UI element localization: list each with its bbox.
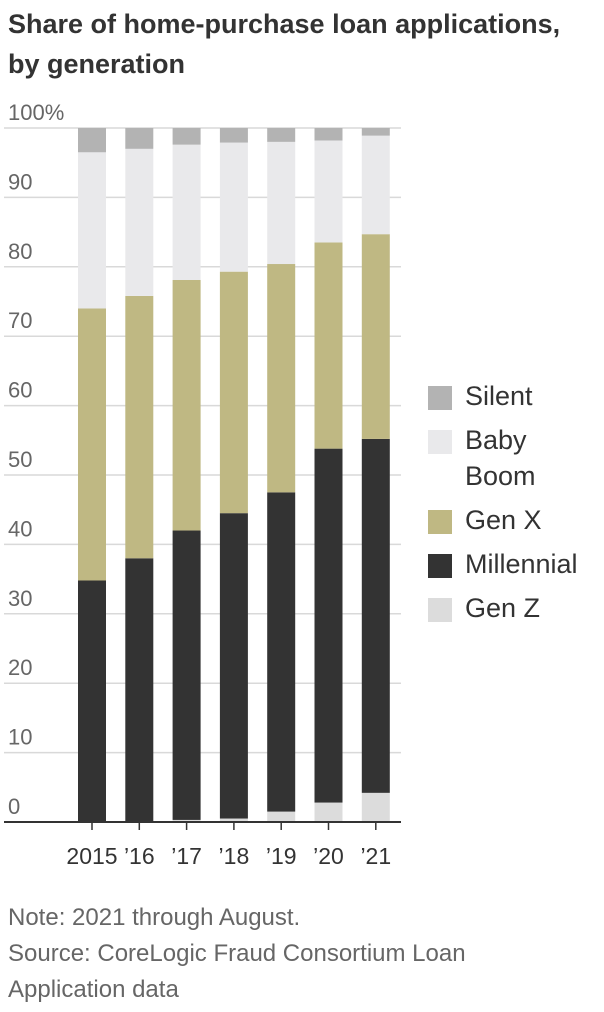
bar-segment-gen-x: [78, 308, 106, 581]
legend-label-line: Baby: [465, 425, 527, 455]
bar-segment-silent: [314, 128, 343, 141]
chart-title-line-2: by generation: [8, 49, 186, 79]
x-tick-label: ’16: [124, 843, 155, 869]
bar-segment-millennial: [125, 558, 154, 822]
bar-segment-baby-boom: [78, 152, 106, 309]
y-tick-label: 10: [8, 725, 32, 750]
bar-segment-silent: [172, 128, 201, 145]
legend-label: Millennial: [465, 546, 595, 582]
y-tick-label: 40: [8, 516, 32, 541]
bar-segment-millennial: [267, 492, 296, 812]
bar-segment-silent: [219, 128, 248, 143]
legend-item-silent: Silent: [428, 378, 598, 414]
legend-label: Baby Boom: [465, 422, 595, 494]
bar-segment-millennial: [361, 438, 390, 793]
bar-segment-millennial: [314, 448, 343, 803]
bar-segment-baby-boom: [219, 142, 248, 272]
y-tick-label: 20: [8, 655, 32, 680]
legend-label: Gen Z: [465, 590, 595, 626]
legend-item-gen-z: Gen Z: [428, 590, 598, 626]
bar-segment-baby-boom: [361, 135, 390, 235]
bar-segment-silent: [361, 128, 390, 136]
legend-label: Gen X: [465, 502, 595, 538]
y-tick-label: 80: [8, 239, 32, 264]
bar-segment-silent: [267, 128, 296, 142]
bar-segment-gen-x: [361, 234, 390, 439]
stacked-bar-chart: 0 10 20 30 40 50 60 70 80 90 100% 2015 ’16 ’17 ’18 ’19 ’…: [4, 100, 401, 869]
y-tick-label: 100%: [8, 100, 64, 125]
chart-title: Share of home-purchase loan applications…: [8, 4, 598, 84]
legend-label-line: Gen Z: [465, 593, 541, 623]
bar-segment-gen-z: [219, 818, 248, 822]
bar-segment-gen-z: [172, 819, 201, 822]
bar-segment-baby-boom: [267, 141, 296, 265]
legend-swatch: [428, 598, 452, 622]
bar-segment-millennial: [172, 530, 201, 820]
bar-segment-silent: [125, 128, 154, 149]
legend-item-baby-boom: Baby Boom: [428, 422, 598, 494]
bar-segment-gen-z: [267, 811, 296, 822]
x-tick-label: ’17: [171, 843, 202, 869]
legend-item-millennial: Millennial: [428, 546, 598, 582]
bar-segment-baby-boom: [125, 148, 154, 296]
bar-segment-millennial: [78, 580, 106, 822]
bar-segment-gen-x: [125, 295, 154, 559]
x-tick-label: ’19: [266, 843, 297, 869]
y-tick-label: 30: [8, 586, 32, 611]
legend-swatch: [428, 430, 452, 454]
x-tick-label: ’21: [360, 843, 391, 869]
legend-label-line: Gen X: [465, 505, 542, 535]
source-text-line-1: Source: CoreLogic Fraud Consortium Loan: [8, 940, 466, 967]
note-text: Note: 2021 through August.: [8, 904, 301, 931]
chart-title-line-1: Share of home-purchase loan applications…: [8, 9, 561, 39]
bar-segment-silent: [78, 128, 106, 153]
y-tick-label: 90: [8, 169, 32, 194]
chart-notes: Note: 2021 through August. Source: CoreL…: [8, 900, 598, 1008]
legend-swatch: [428, 386, 452, 410]
legend-swatch: [428, 510, 452, 534]
source-text-line-2: Application data: [8, 976, 179, 1003]
y-tick-label: 60: [8, 378, 32, 403]
bar-segment-gen-z: [314, 802, 343, 822]
y-tick-label: 70: [8, 308, 32, 333]
legend-label-line: Millennial: [465, 549, 578, 579]
legend-label: Silent: [465, 378, 595, 414]
x-tick-label: ’20: [313, 843, 344, 869]
bar-segment-baby-boom: [172, 144, 201, 280]
legend-label-line: Silent: [465, 381, 533, 411]
y-tick-label: 50: [8, 447, 32, 472]
bar-segment-gen-x: [267, 264, 296, 493]
x-tick-label: ’18: [219, 843, 250, 869]
bar-segment-baby-boom: [314, 140, 343, 243]
bar-segment-millennial: [219, 513, 248, 819]
bar-segment-gen-x: [172, 279, 201, 531]
x-tick-label: 2015: [66, 843, 117, 869]
legend-item-gen-x: Gen X: [428, 502, 598, 538]
legend-label-line: Boom: [465, 461, 536, 491]
bar-segment-gen-x: [219, 271, 248, 514]
legend-swatch: [428, 554, 452, 578]
bar-segment-gen-x: [314, 242, 343, 449]
y-tick-label: 0: [8, 794, 20, 819]
bar-segment-gen-z: [361, 792, 390, 822]
chart-legend: Silent Baby Boom Gen X Millennial Gen Z: [428, 378, 598, 634]
